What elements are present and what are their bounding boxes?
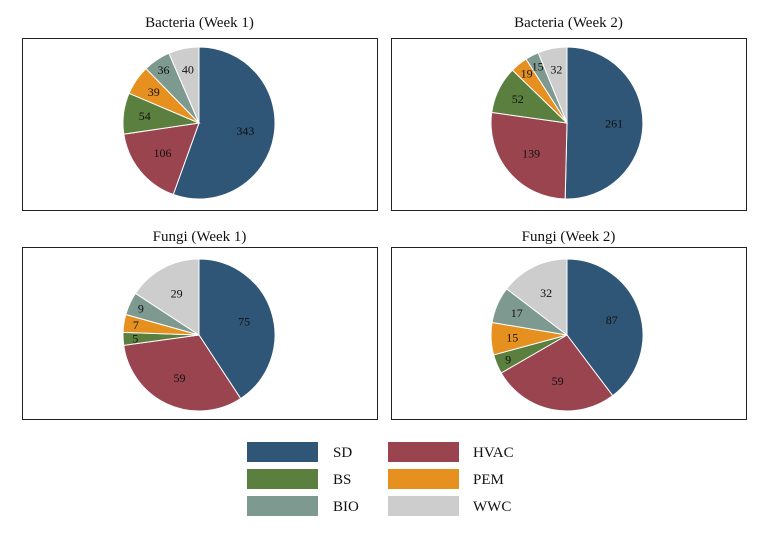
legend-item-bs: BS (247, 469, 351, 489)
slice-label-pem: 15 (506, 331, 518, 345)
panel-title: Fungi (Week 1) (153, 229, 247, 245)
pie-slice-hvac (123, 122, 200, 196)
legend-item-pem: PEM (388, 469, 504, 489)
slice-label-bs: 9 (505, 353, 511, 367)
panel-fungi-week-2: Fungi (Week 2) 87 59 9 15 17 32 (391, 229, 747, 420)
panel-fungi-week-1: Fungi (Week 1) 75 59 57 9 29 (22, 229, 378, 420)
legend-swatch-wwc (388, 496, 459, 516)
slice-label-sd: 261 (605, 117, 623, 131)
slice-label-wwc: 29 (171, 287, 183, 301)
pie-slice-wwc (505, 258, 568, 337)
legend-item-sd: SD (247, 442, 352, 462)
pie-slice-sd (564, 46, 644, 200)
slice-label-pem: 39 (148, 85, 160, 99)
pie-slice-hvac (500, 334, 614, 412)
slice-label-wwc: 32 (550, 62, 562, 76)
legend-item-hvac: HVAC (388, 442, 514, 462)
legend-item-bio: BIO (247, 496, 359, 516)
panel-bacteria-week-1: Bacteria (Week 1) 343 106 54 39 36 40 (22, 15, 378, 211)
legend-label-bs: BS (333, 472, 351, 488)
slice-label-hvac: 106 (154, 146, 172, 160)
slice-label-sd: 87 (606, 313, 618, 327)
legend-swatch-bs (247, 469, 318, 489)
pie-slice-sd (172, 46, 276, 200)
slice-label-pem: 7 (133, 318, 139, 332)
slice-label-pem: 19 (521, 67, 533, 81)
slice-label-bs: 5 (132, 331, 138, 345)
slice-label-hvac: 59 (174, 371, 186, 385)
slice-label-bs: 54 (139, 109, 151, 123)
legend-label-sd: SD (333, 445, 352, 461)
legend-item-wwc: WWC (388, 496, 511, 516)
slice-label-bio: 9 (138, 302, 144, 316)
pie-slice-hvac (490, 111, 568, 200)
slice-label-bs: 52 (512, 92, 524, 106)
pie-slice-hvac (123, 334, 242, 412)
slice-label-wwc: 40 (182, 62, 194, 76)
legend-swatch-sd (247, 442, 318, 462)
panel-title: Fungi (Week 2) (522, 229, 616, 245)
legend-label-hvac: HVAC (473, 445, 514, 461)
legend-label-bio: BIO (333, 499, 359, 515)
pie-slice-wwc (537, 46, 568, 124)
pie-slice-sd (566, 258, 644, 397)
panel-title: Bacteria (Week 2) (514, 15, 623, 31)
legend-swatch-hvac (388, 442, 459, 462)
legend-swatch-pem (388, 469, 459, 489)
panel-title: Bacteria (Week 1) (145, 15, 254, 31)
pie-slice-wwc (134, 258, 200, 336)
slice-label-bio: 15 (532, 59, 544, 73)
legend-swatch-bio (247, 496, 318, 516)
slice-label-sd: 343 (236, 124, 254, 138)
legend-label-wwc: WWC (473, 499, 511, 515)
slice-label-hvac: 59 (552, 374, 564, 388)
legend: SD HVAC BS PEM BIO WWC (247, 442, 514, 516)
slice-label-bio: 17 (511, 306, 523, 320)
slice-label-bio: 36 (158, 63, 170, 77)
slice-label-hvac: 139 (522, 147, 540, 161)
slice-label-sd: 75 (238, 315, 250, 329)
legend-label-pem: PEM (473, 472, 504, 488)
slice-label-wwc: 32 (540, 286, 552, 300)
pie-slice-wwc (168, 46, 200, 124)
